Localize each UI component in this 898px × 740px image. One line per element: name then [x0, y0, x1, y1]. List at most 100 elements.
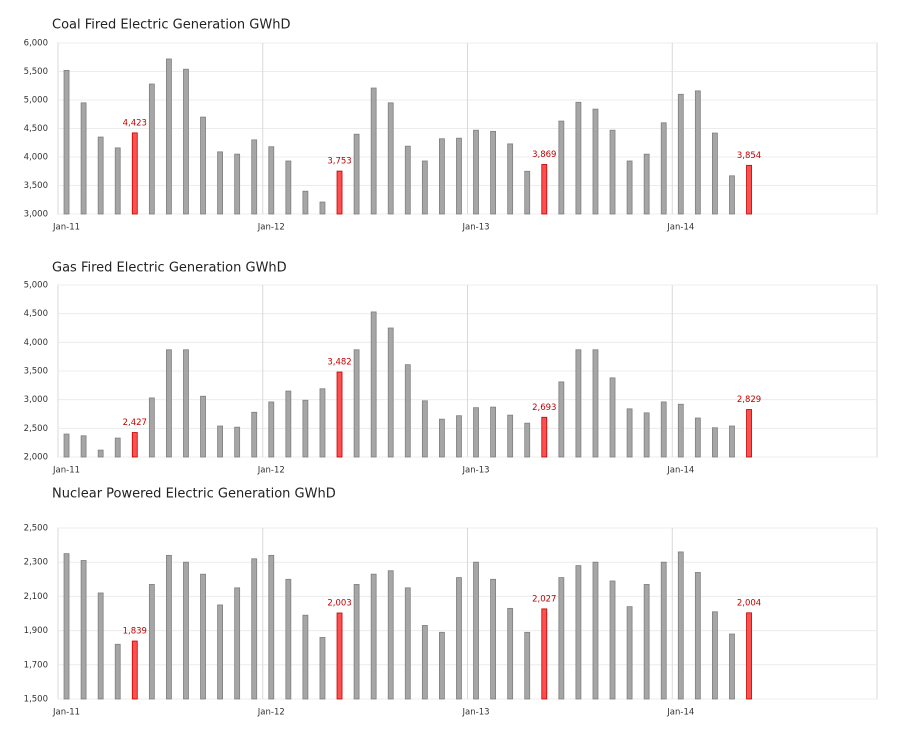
bar	[643, 584, 650, 700]
bar	[234, 426, 241, 458]
bar	[490, 406, 496, 458]
bar	[490, 130, 496, 215]
value-label: 2,427	[123, 418, 147, 428]
value-label: 2,003	[327, 598, 351, 608]
bar	[353, 349, 360, 458]
y-tick-label: 2,500	[24, 524, 48, 534]
bar	[421, 625, 428, 700]
bar	[524, 170, 531, 215]
bar	[148, 83, 155, 215]
bar	[609, 377, 616, 458]
y-tick-label: 2,000	[24, 453, 48, 463]
y-tick-label: 1,700	[24, 660, 48, 670]
x-tick-label: Jan-13	[462, 466, 490, 476]
bar	[558, 381, 565, 458]
bar	[729, 175, 735, 215]
bar	[97, 449, 104, 458]
bar	[387, 102, 394, 215]
bar	[217, 425, 223, 458]
bar	[746, 409, 752, 458]
bar	[575, 565, 582, 700]
bar	[456, 415, 462, 458]
bar	[183, 561, 189, 700]
bar	[643, 412, 650, 458]
bar	[677, 93, 684, 215]
bar	[63, 433, 70, 458]
bar	[524, 631, 531, 700]
bar	[131, 640, 138, 700]
y-tick-label: 2,500	[24, 424, 48, 434]
bar	[251, 411, 258, 458]
value-label: 1,839	[123, 627, 147, 637]
x-tick-label: Jan-12	[257, 223, 285, 233]
bar	[660, 122, 667, 215]
y-tick-label: 1,500	[24, 695, 48, 705]
bar	[183, 349, 189, 458]
bar	[268, 554, 275, 700]
bar	[729, 425, 735, 458]
bar	[387, 327, 394, 458]
bar	[285, 578, 292, 700]
bar	[643, 153, 650, 215]
bar	[712, 132, 718, 215]
bar	[404, 364, 411, 458]
y-tick-label: 1,900	[24, 626, 48, 636]
bar	[200, 116, 206, 215]
bar	[387, 570, 394, 700]
bar	[541, 164, 548, 215]
bar	[268, 146, 275, 215]
bar	[592, 108, 599, 215]
x-tick-label: Jan-13	[462, 223, 490, 233]
bar	[114, 437, 121, 458]
y-tick-label: 4,500	[24, 309, 48, 319]
x-tick-label: Jan-12	[257, 708, 285, 718]
bar	[421, 160, 428, 215]
bar	[524, 422, 531, 458]
x-tick-label: Jan-11	[52, 223, 80, 233]
x-tick-label: Jan-11	[52, 708, 80, 718]
y-tick-label: 4,000	[24, 153, 48, 163]
bar	[234, 153, 241, 215]
bar	[626, 160, 633, 215]
x-tick-label: Jan-13	[462, 708, 490, 718]
bar	[200, 395, 206, 458]
bar	[558, 120, 565, 215]
bar	[694, 417, 701, 458]
bar	[746, 612, 752, 700]
bar	[285, 390, 292, 458]
bar	[456, 577, 462, 700]
bar	[575, 349, 582, 458]
bar	[473, 129, 479, 215]
bar	[302, 614, 309, 700]
value-label: 3,482	[327, 358, 351, 368]
bar	[626, 606, 633, 700]
x-tick-label: Jan-14	[666, 223, 694, 233]
bar	[268, 401, 275, 458]
bar	[473, 561, 479, 700]
bar	[694, 90, 701, 215]
bar	[302, 190, 309, 215]
bar	[746, 164, 752, 215]
bar	[63, 69, 70, 215]
bar	[694, 572, 701, 700]
y-tick-label: 2,100	[24, 592, 48, 602]
bar	[285, 160, 292, 215]
bar	[507, 607, 514, 700]
value-label: 2,829	[737, 395, 761, 405]
y-tick-label: 5,500	[24, 67, 48, 77]
bar	[473, 407, 479, 458]
bar	[370, 311, 377, 458]
bar	[166, 349, 172, 458]
bar	[114, 147, 121, 215]
y-tick-label: 3,500	[24, 181, 48, 191]
bar	[507, 414, 514, 458]
bar	[251, 558, 258, 700]
y-tick-label: 4,500	[24, 124, 48, 134]
bar	[507, 143, 514, 215]
value-label: 2,004	[737, 598, 761, 608]
bar	[439, 138, 445, 215]
bar	[677, 403, 684, 458]
bar	[97, 592, 104, 700]
bar	[677, 551, 684, 700]
